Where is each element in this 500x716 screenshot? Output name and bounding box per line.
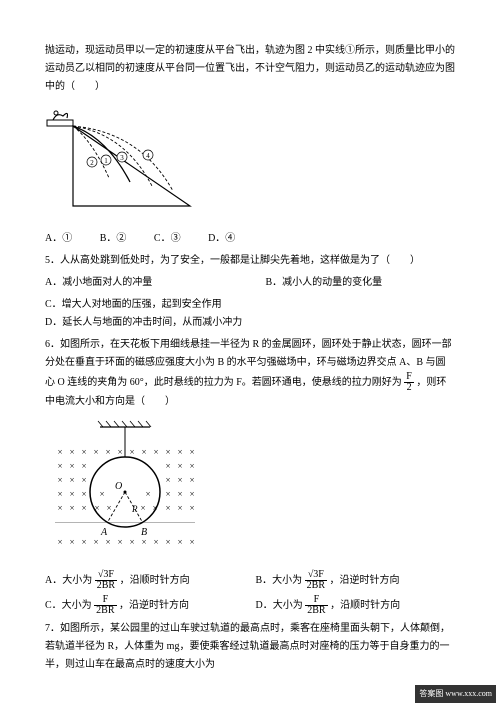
q4-text: 抛运动，现运动员甲以一定的初速度从平台飞出，轨迹为图 2 中实线①所示，则质量比… — [45, 42, 455, 96]
watermark: 答案图 www.xxx.com — [415, 685, 496, 703]
svg-text:×: × — [189, 461, 194, 471]
svg-text:×: × — [189, 489, 194, 499]
svg-text:×: × — [165, 489, 170, 499]
svg-text:×: × — [57, 537, 62, 547]
svg-text:3: 3 — [120, 154, 124, 162]
q4-opt-b: B．② — [100, 230, 127, 248]
q6-frac-half: F 2 — [404, 372, 414, 393]
svg-text:×: × — [141, 447, 146, 457]
svg-text:×: × — [57, 447, 62, 457]
svg-text:×: × — [106, 503, 111, 513]
q5-opt-d: D．延长人与地面的冲击时间，从而减小冲力 — [45, 314, 242, 332]
svg-text:×: × — [117, 447, 122, 457]
svg-text:×: × — [165, 447, 170, 457]
svg-text:×: × — [81, 461, 86, 471]
q6-options: A．大小为 √3F2BR ，沿顺时针方向 B．大小为 √3F2BR ，沿逆时针方… — [45, 570, 455, 591]
svg-text:×: × — [57, 461, 62, 471]
svg-text:×: × — [177, 489, 182, 499]
q6-opt-a: A．大小为 √3F2BR ，沿顺时针方向 — [45, 570, 235, 591]
svg-text:×: × — [81, 537, 86, 547]
q6-figure: O R A B ×××××××××××× ×××××× ×××××× ×××××… — [45, 417, 455, 564]
q5-options-2: C．增大人对地面的压强，起到安全作用 D．延长人与地面的冲击时间，从而减小冲力 — [45, 296, 455, 332]
svg-text:×: × — [140, 503, 145, 513]
q6-options-2: C．大小为 F2BR ，沿逆时针方向 D．大小为 F2BR ，沿顺时针方向 — [45, 595, 455, 616]
svg-text:×: × — [177, 475, 182, 485]
q6-opt-b: B．大小为 √3F2BR ，沿逆时针方向 — [256, 570, 400, 591]
svg-text:×: × — [177, 447, 182, 457]
q7-text: 7．如图所示，某公园里的过山车驶过轨道的最高点时，乘客在座椅里面头朝下，人体颠倒… — [45, 620, 455, 674]
svg-text:×: × — [93, 537, 98, 547]
svg-text:×: × — [81, 447, 86, 457]
svg-text:×: × — [152, 503, 157, 513]
svg-text:×: × — [177, 537, 182, 547]
svg-text:4: 4 — [146, 152, 150, 160]
svg-text:×: × — [105, 447, 110, 457]
svg-text:×: × — [69, 503, 74, 513]
q4-opt-d: D．④ — [208, 230, 235, 248]
svg-text:×: × — [117, 537, 122, 547]
svg-text:×: × — [129, 447, 134, 457]
q5-opt-c: C．增大人对地面的压强，起到安全作用 — [45, 296, 245, 314]
svg-text:×: × — [93, 447, 98, 457]
q6-prefix: 6．如图所示，在天花板下用细线悬挂一半径为 R 的金属圆环，圆环处于静止状态，圆… — [45, 339, 452, 388]
svg-text:×: × — [165, 461, 170, 471]
svg-text:×: × — [105, 537, 110, 547]
svg-text:×: × — [177, 503, 182, 513]
svg-text:×: × — [153, 537, 158, 547]
q6-text: 6．如图所示，在天花板下用细线悬挂一半径为 R 的金属圆环，圆环处于静止状态，圆… — [45, 336, 455, 411]
q4-options: A．① B．② C．③ D．④ — [45, 230, 455, 248]
q4-opt-a: A．① — [45, 230, 72, 248]
svg-text:×: × — [81, 475, 86, 485]
svg-text:×: × — [165, 537, 170, 547]
svg-text:2: 2 — [90, 159, 94, 167]
svg-text:×: × — [57, 503, 62, 513]
q4-opt-c: C．③ — [154, 230, 181, 248]
svg-text:O: O — [115, 481, 122, 492]
svg-text:×: × — [69, 475, 74, 485]
q5-opt-a: A．减小地面对人的冲量 — [45, 274, 245, 292]
q6-opt-d: D．大小为 F2BR ，沿顺时针方向 — [256, 595, 401, 616]
q4-figure: 2 1 3 4 — [45, 102, 455, 224]
svg-text:×: × — [81, 503, 86, 513]
svg-text:R: R — [131, 504, 138, 514]
svg-text:×: × — [189, 475, 194, 485]
svg-text:×: × — [57, 489, 62, 499]
svg-text:×: × — [145, 489, 150, 499]
svg-text:1: 1 — [104, 157, 108, 165]
svg-text:×: × — [165, 475, 170, 485]
q5-options: A．减小地面对人的冲量 B．减小人的动量的变化量 — [45, 274, 455, 292]
svg-text:×: × — [189, 537, 194, 547]
svg-text:×: × — [69, 489, 74, 499]
svg-text:×: × — [177, 461, 182, 471]
svg-text:×: × — [94, 503, 99, 513]
svg-text:×: × — [129, 537, 134, 547]
svg-text:×: × — [81, 489, 86, 499]
svg-text:×: × — [69, 447, 74, 457]
svg-text:×: × — [141, 537, 146, 547]
svg-text:×: × — [189, 503, 194, 513]
svg-text:×: × — [69, 537, 74, 547]
svg-text:×: × — [99, 489, 104, 499]
q5-opt-b: B．减小人的动量的变化量 — [266, 274, 383, 292]
q5-text: 5．人从高处跳到低处时，为了安全，一般都是让脚尖先着地，这样做是为了（ ） — [45, 252, 455, 270]
svg-text:×: × — [57, 475, 62, 485]
svg-text:×: × — [189, 447, 194, 457]
svg-text:×: × — [69, 461, 74, 471]
svg-text:×: × — [165, 503, 170, 513]
svg-text:×: × — [153, 447, 158, 457]
q6-opt-c: C．大小为 F2BR ，沿逆时针方向 — [45, 595, 235, 616]
